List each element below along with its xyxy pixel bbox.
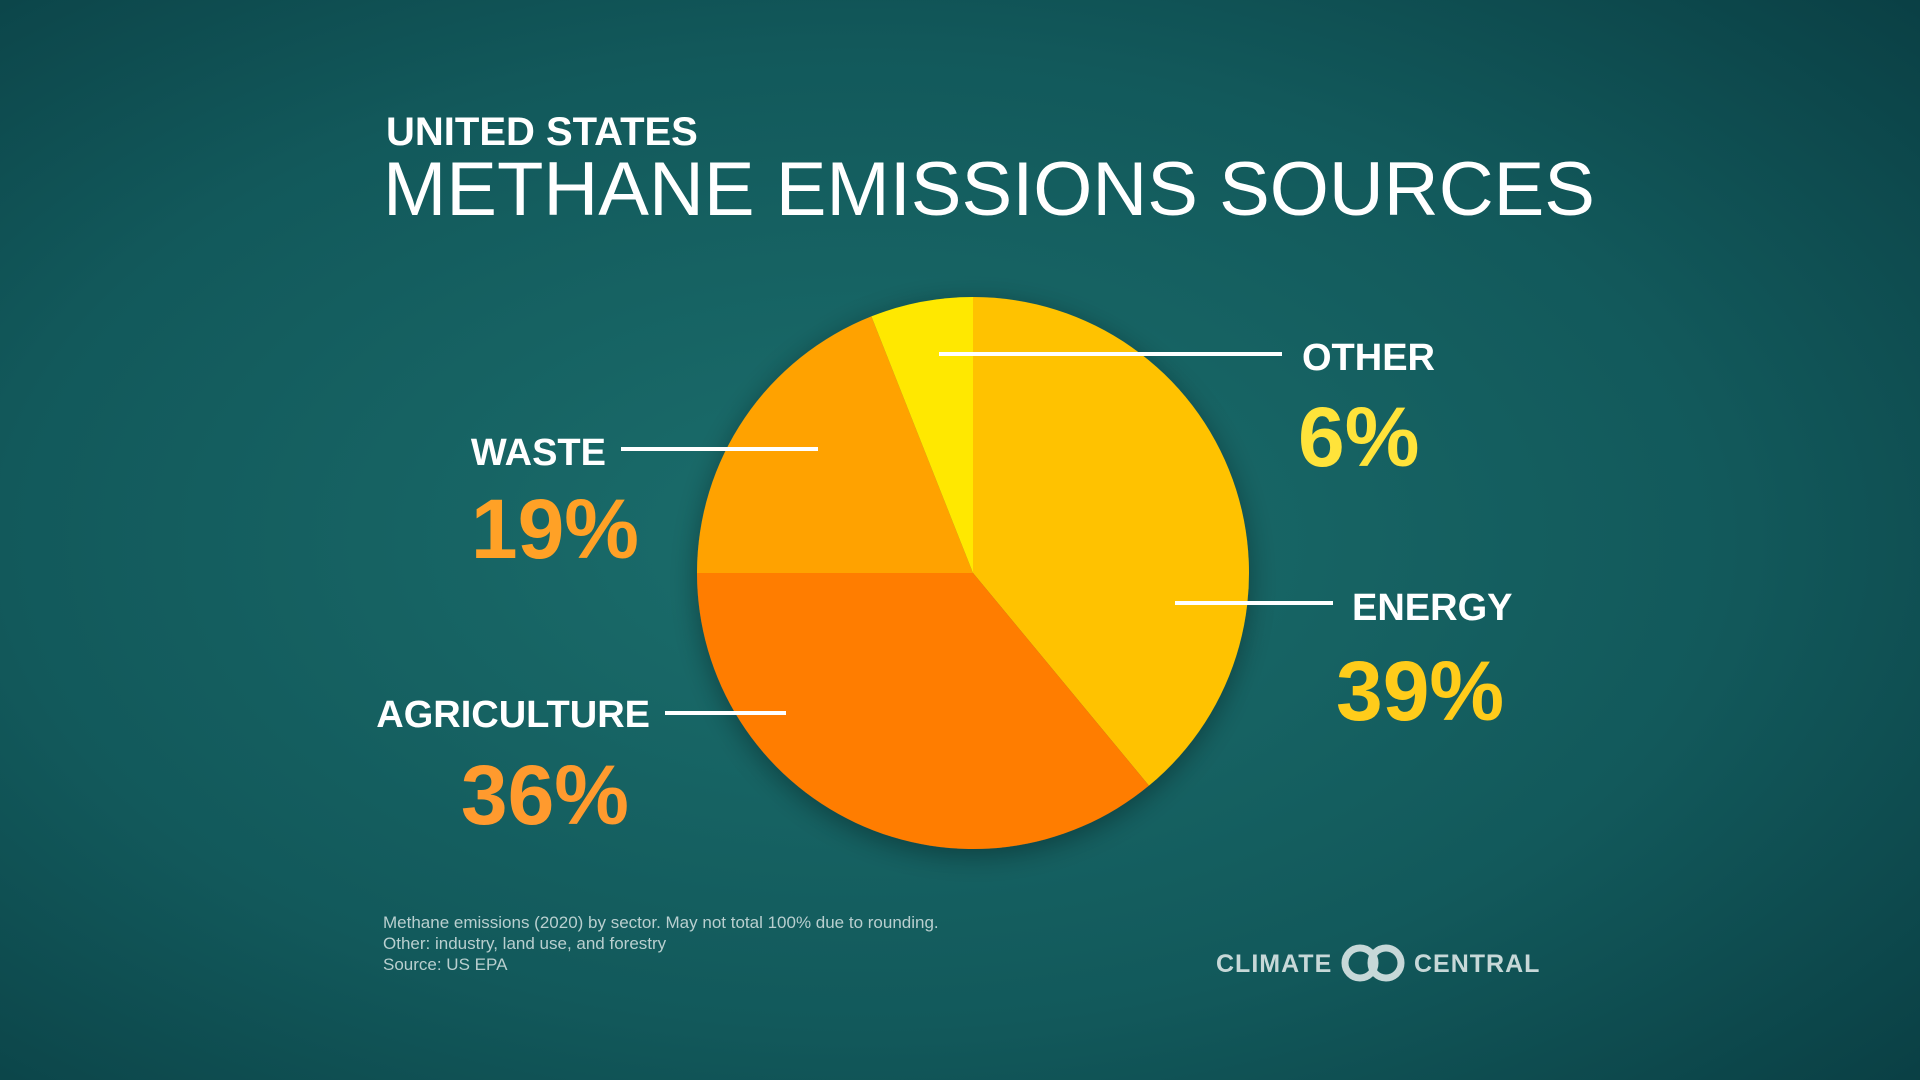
title: METHANE EMISSIONS SOURCES	[383, 147, 1595, 232]
category-label: ENERGY	[1352, 587, 1512, 629]
logo-ring	[1367, 944, 1405, 982]
value-label: 36%	[461, 748, 629, 842]
pie-slice	[973, 297, 1250, 786]
pie-slice	[871, 297, 973, 573]
pie	[696, 297, 1250, 850]
note: Other: industry, land use, and forestry	[383, 934, 667, 953]
logo-ring	[1341, 944, 1379, 982]
subtitle: UNITED STATES	[386, 110, 698, 154]
logo-left: CLIMATE	[1216, 950, 1332, 978]
category-label: WASTE	[471, 432, 606, 474]
pie-slice	[697, 316, 973, 573]
value-label: 6%	[1298, 390, 1419, 484]
category-label: AGRICULTURE	[376, 694, 650, 736]
category-label: OTHER	[1302, 337, 1435, 379]
logo: CLIMATE CENTRAL	[1216, 944, 1540, 982]
value-label: 19%	[471, 482, 639, 576]
note: Methane emissions (2020) by sector. May …	[383, 913, 939, 932]
labels: ENERGY 39% AGRICULTURE 36% WASTE 19% OTHER 6%	[376, 337, 1512, 842]
note: Source: US EPA	[383, 955, 508, 974]
logo-right: CENTRAL	[1414, 950, 1540, 978]
value-label: 39%	[1336, 644, 1504, 738]
pie-slice	[696, 573, 1149, 850]
